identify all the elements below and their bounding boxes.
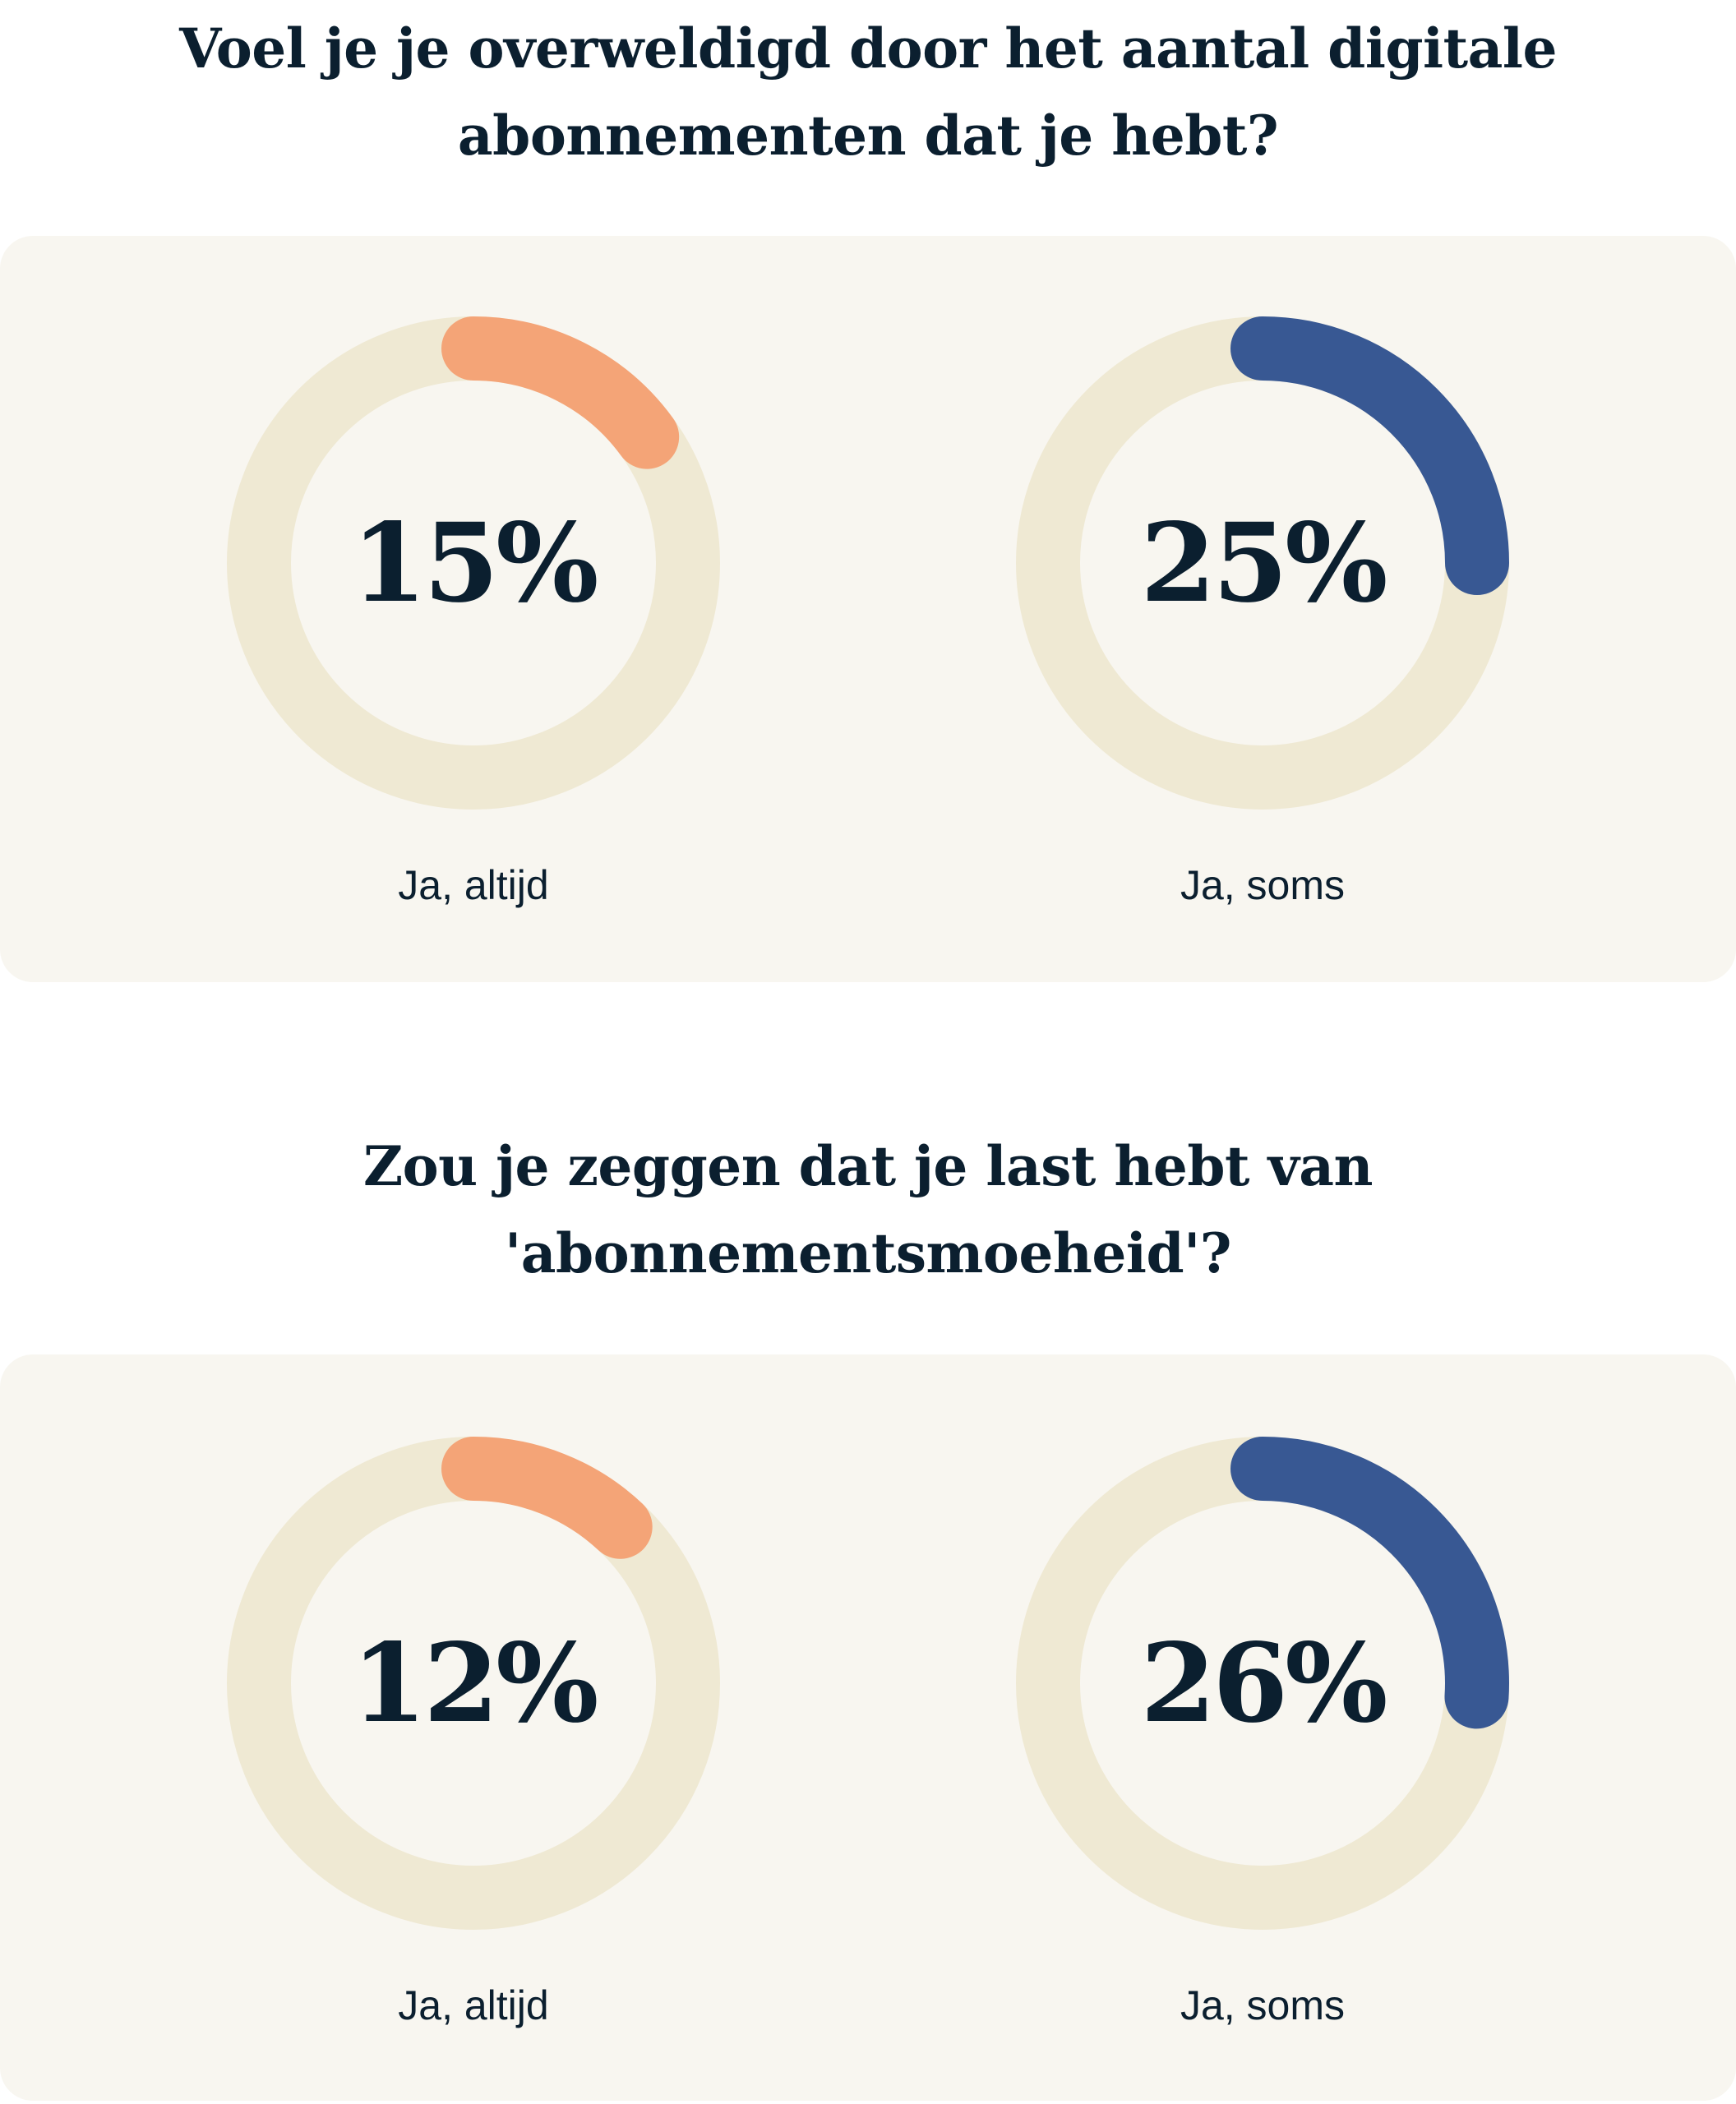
question-title-1: Voel je je overweldigd door het aantal d… [0, 5, 1736, 179]
question-title-2: Zou je zeggen dat je last hebt van 'abon… [0, 1123, 1736, 1297]
category-label: Ja, soms [1180, 862, 1346, 908]
title-line: Voel je je overweldigd door het aantal d… [179, 16, 1557, 81]
title-line: 'abonnementsmoeheid'? [505, 1221, 1231, 1285]
donut-value-arc [1016, 316, 1509, 810]
percentage-value: 12% [351, 1619, 598, 1747]
donut-chart: 25% [1008, 308, 1517, 818]
percentage-value: 15% [351, 499, 598, 627]
donut-chart: 26% [1008, 1428, 1517, 1938]
donut-chart: 15% [219, 308, 728, 818]
title-line: Zou je zeggen dat je last hebt van [362, 1134, 1374, 1198]
category-label: Ja, altijd [398, 1982, 549, 2028]
category-label: Ja, altijd [398, 862, 549, 908]
donut-value-arc [1016, 1437, 1509, 1930]
category-label: Ja, soms [1180, 1982, 1346, 2028]
donut-chart: 12% [219, 1428, 728, 1938]
donut-value-arc [227, 1437, 720, 1930]
percentage-value: 25% [1140, 499, 1387, 627]
donut-value-arc [227, 316, 720, 810]
title-line: abonnementen dat je hebt? [457, 104, 1279, 168]
percentage-value: 26% [1140, 1619, 1387, 1747]
